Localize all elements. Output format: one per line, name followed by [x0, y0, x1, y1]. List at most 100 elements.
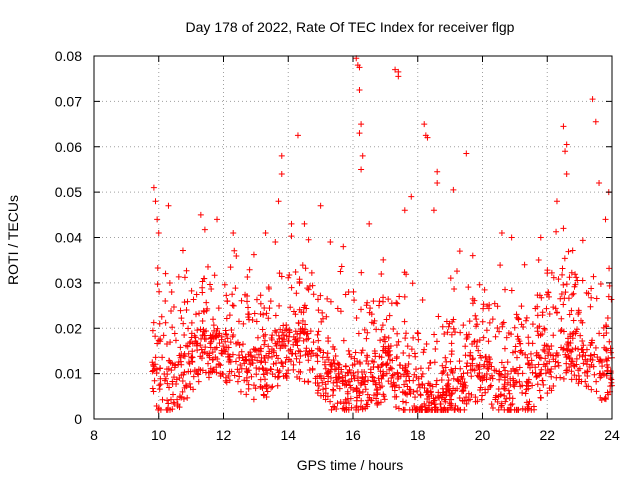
data-point	[201, 349, 208, 356]
data-point	[197, 211, 204, 218]
data-point	[538, 294, 545, 301]
data-point	[446, 320, 453, 327]
data-point	[448, 351, 455, 358]
data-point	[513, 354, 520, 361]
data-point	[191, 367, 198, 374]
data-point	[301, 220, 308, 227]
data-point	[216, 361, 223, 368]
data-point	[480, 334, 487, 341]
data-point	[411, 402, 418, 409]
data-point	[381, 333, 388, 340]
data-point	[371, 377, 378, 384]
data-point	[155, 229, 162, 236]
data-point	[248, 360, 255, 366]
data-point	[492, 333, 499, 340]
data-point	[157, 381, 164, 388]
data-point	[257, 292, 264, 299]
data-point	[525, 385, 532, 392]
data-point	[252, 385, 259, 392]
data-point	[225, 344, 232, 351]
data-point	[548, 373, 555, 380]
data-point	[287, 358, 294, 365]
data-point	[203, 299, 210, 306]
data-point	[500, 385, 507, 392]
data-point	[444, 382, 451, 389]
data-point	[435, 313, 442, 320]
data-point	[559, 271, 566, 278]
data-point	[221, 281, 228, 288]
data-point	[522, 390, 529, 397]
data-point	[573, 361, 580, 368]
data-point	[513, 311, 520, 318]
data-point	[608, 376, 615, 383]
data-point	[356, 388, 363, 395]
data-point	[181, 350, 188, 357]
data-point	[275, 198, 282, 205]
data-point	[569, 346, 576, 353]
data-point	[603, 329, 610, 336]
data-point	[575, 345, 582, 352]
data-point	[465, 397, 472, 404]
data-point	[420, 349, 427, 356]
data-point	[156, 288, 163, 295]
data-point	[394, 330, 401, 337]
data-point	[302, 321, 309, 328]
data-point	[504, 370, 511, 377]
data-point	[472, 312, 479, 319]
data-point	[228, 327, 235, 334]
data-point	[156, 382, 163, 389]
data-point	[599, 363, 606, 370]
data-point	[241, 360, 248, 367]
data-point	[580, 360, 587, 367]
data-point	[338, 366, 345, 373]
x-tick-label: 10	[151, 427, 167, 443]
data-point	[447, 358, 454, 365]
data-point	[323, 370, 330, 377]
data-point	[588, 386, 595, 393]
data-point	[331, 366, 338, 373]
data-point	[496, 328, 503, 335]
data-point	[570, 317, 577, 324]
data-point	[399, 398, 406, 405]
data-point	[473, 316, 480, 323]
data-point	[560, 281, 567, 288]
data-point	[439, 362, 446, 369]
data-point	[319, 354, 326, 361]
data-point	[248, 373, 255, 380]
data-point	[293, 373, 300, 380]
data-point	[152, 361, 159, 368]
data-point	[552, 352, 559, 359]
data-point	[395, 338, 402, 345]
data-point	[254, 357, 261, 364]
data-point	[160, 332, 167, 339]
data-point	[423, 341, 430, 348]
data-point	[225, 353, 232, 360]
data-point	[601, 371, 608, 378]
data-point	[550, 274, 557, 281]
data-point	[497, 372, 504, 379]
data-point	[327, 398, 334, 405]
data-point	[189, 348, 196, 355]
data-point	[251, 310, 258, 317]
data-point	[283, 322, 290, 329]
data-point	[266, 285, 273, 292]
data-point	[540, 346, 547, 353]
data-point	[579, 353, 586, 360]
data-point	[486, 301, 493, 308]
data-point	[152, 354, 159, 361]
data-point	[324, 295, 331, 302]
data-point	[585, 383, 592, 390]
axes	[93, 55, 613, 420]
data-point	[564, 367, 571, 374]
data-point	[187, 384, 194, 391]
data-point	[560, 375, 567, 382]
data-point	[268, 384, 275, 391]
data-point	[223, 315, 230, 322]
data-point	[571, 372, 578, 379]
data-point	[246, 266, 253, 273]
x-tick-label: 12	[216, 427, 232, 443]
data-point	[154, 216, 161, 223]
data-point	[312, 380, 319, 387]
data-point	[456, 358, 463, 365]
